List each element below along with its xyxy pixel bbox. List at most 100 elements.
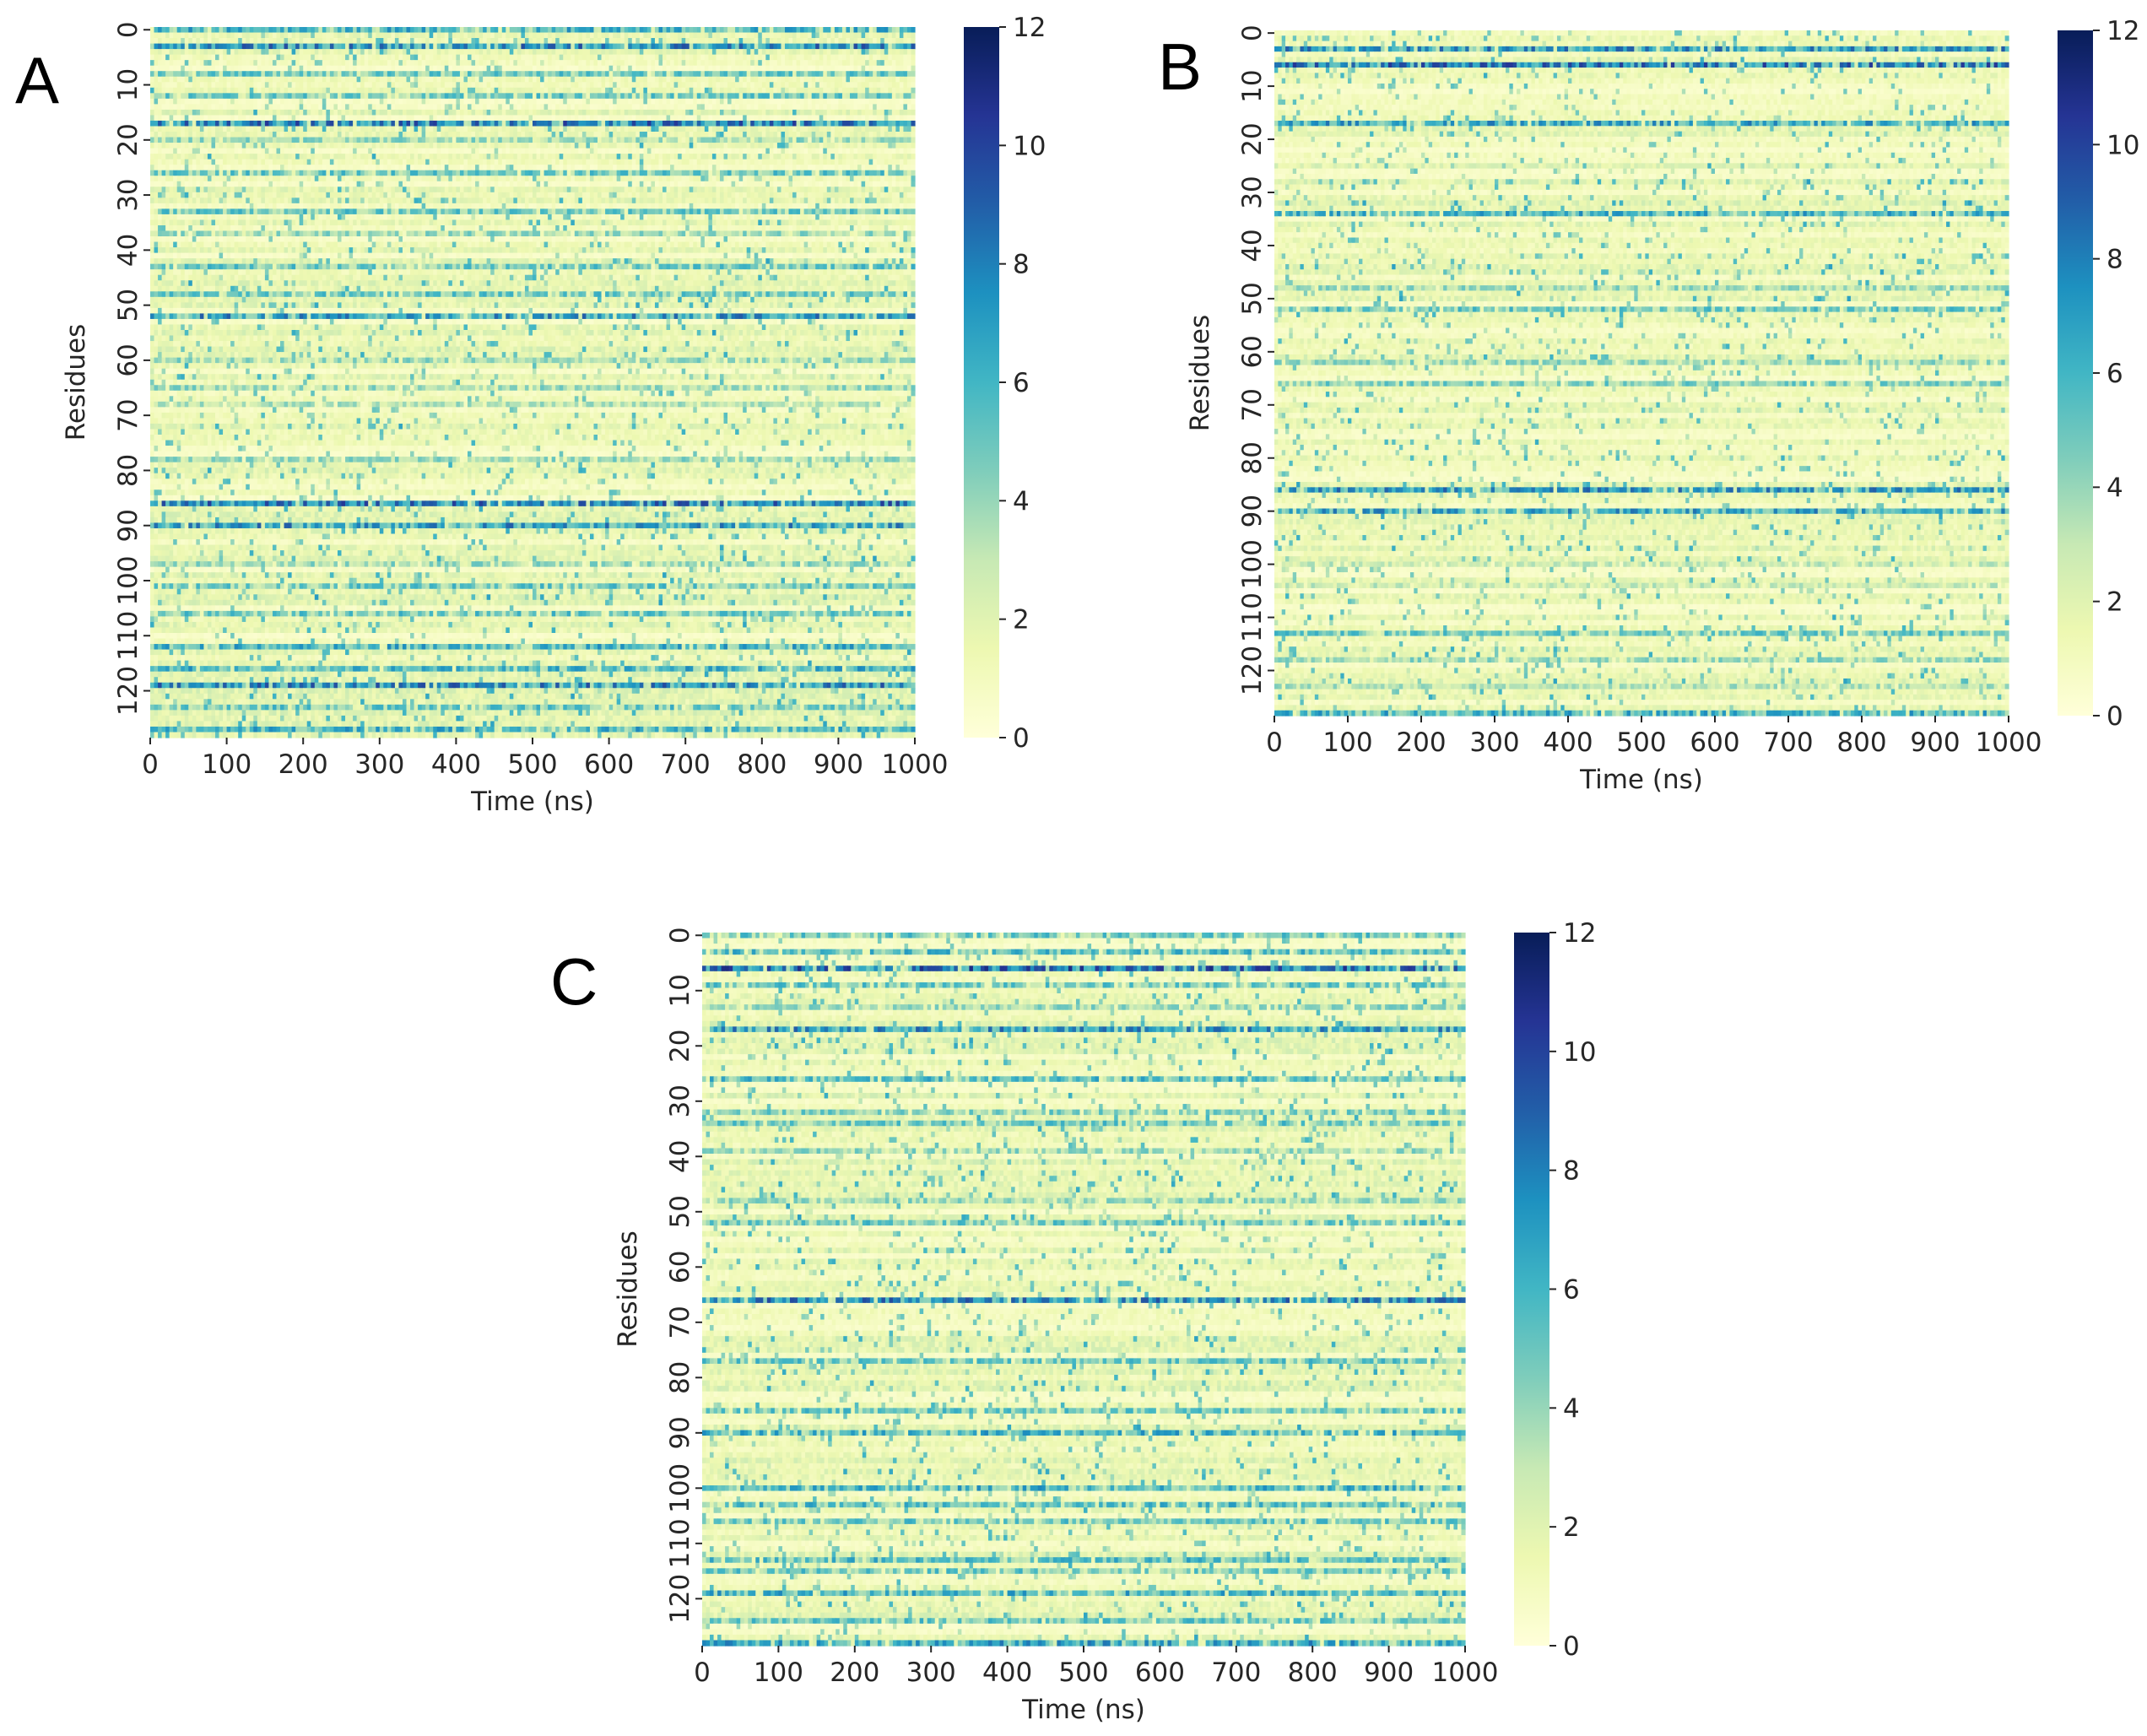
heatmap-cell	[567, 44, 571, 50]
heatmap-cell	[383, 55, 387, 61]
heatmap-cell	[655, 38, 659, 44]
heatmap-cell	[181, 33, 185, 39]
heatmap-cell	[165, 55, 170, 61]
heatmap-cell	[781, 55, 785, 61]
heatmap-cell	[284, 44, 289, 50]
heatmap-cell	[838, 55, 842, 61]
heatmap-cell	[215, 60, 219, 66]
heatmap-cell	[835, 38, 839, 44]
heatmap-cell	[510, 27, 514, 33]
heatmap-cell	[567, 49, 571, 55]
heatmap-cell	[884, 38, 889, 44]
heatmap-cell	[815, 49, 819, 55]
heatmap-cell	[789, 27, 793, 33]
heatmap-cell	[827, 33, 831, 39]
heatmap-cell	[754, 27, 759, 33]
heatmap-cell	[903, 27, 907, 33]
heatmap-cell	[311, 60, 315, 66]
heatmap-cell	[884, 60, 889, 66]
heatmap-cell	[295, 49, 300, 55]
heatmap-cell	[265, 33, 269, 39]
heatmap-cell	[792, 38, 797, 44]
heatmap-cell	[888, 44, 892, 50]
heatmap-cell	[181, 38, 185, 44]
heatmap-cell	[830, 38, 835, 44]
heatmap-cell	[865, 33, 869, 39]
heatmap-cell	[162, 66, 166, 72]
heatmap-cell	[812, 33, 816, 39]
heatmap-cell	[754, 49, 759, 55]
heatmap-cell	[658, 27, 662, 33]
heatmap-cell	[268, 44, 273, 50]
heatmap-cell	[533, 27, 537, 33]
heatmap-cell	[422, 38, 426, 44]
heatmap-cell	[223, 44, 227, 50]
heatmap-cell	[563, 27, 567, 33]
heatmap-cell	[273, 60, 277, 66]
heatmap-cell	[268, 27, 273, 33]
heatmap-cell	[242, 33, 246, 39]
heatmap-cell	[322, 33, 327, 39]
heatmap-cell	[651, 38, 655, 44]
heatmap-cell	[215, 27, 219, 33]
heatmap-cell	[808, 60, 812, 66]
heatmap-cell	[365, 60, 369, 66]
heatmap-cell	[357, 27, 361, 33]
heatmap-cell	[540, 55, 544, 61]
heatmap-cell	[162, 27, 166, 33]
heatmap-cell	[747, 44, 751, 50]
heatmap-cell	[537, 27, 541, 33]
heatmap-cell	[353, 60, 357, 66]
heatmap-cell	[242, 38, 246, 44]
heatmap-cell	[295, 33, 300, 39]
heatmap-cell	[208, 33, 212, 39]
heatmap-cell	[430, 60, 434, 66]
heatmap-cell	[372, 33, 376, 39]
heatmap-cell	[620, 55, 625, 61]
heatmap-cell	[640, 38, 644, 44]
heatmap-cell	[338, 49, 342, 55]
heatmap-cell	[620, 49, 625, 55]
heatmap-cell	[770, 60, 774, 66]
heatmap-cell	[827, 27, 831, 33]
heatmap-cell	[437, 27, 441, 33]
heatmap-cell	[395, 44, 399, 50]
heatmap-cell	[907, 60, 911, 66]
heatmap-cell	[410, 27, 414, 33]
heatmap-cell	[609, 44, 614, 50]
heatmap-cell	[797, 33, 801, 39]
heatmap-cell	[295, 27, 300, 33]
heatmap-cell	[181, 60, 185, 66]
heatmap-cell	[170, 55, 174, 61]
heatmap-cell	[651, 55, 655, 61]
heatmap-cell	[903, 55, 907, 61]
heatmap-cell	[865, 49, 869, 55]
heatmap-cell	[808, 33, 812, 39]
heatmap-cell	[552, 33, 556, 39]
heatmap-cell	[567, 33, 571, 39]
heatmap-cell	[862, 49, 866, 55]
heatmap-cell	[242, 55, 246, 61]
heatmap-cell	[150, 66, 154, 72]
heatmap-cell	[357, 55, 361, 61]
heatmap-cell	[773, 44, 777, 50]
heatmap-cell	[727, 38, 732, 44]
heatmap-cell	[383, 49, 387, 55]
heatmap-cell	[880, 27, 884, 33]
heatmap-cell	[720, 38, 724, 44]
heatmap-cell	[762, 44, 766, 50]
heatmap-cell	[697, 44, 701, 50]
heatmap-cell	[880, 60, 884, 66]
heatmap-cell	[475, 49, 479, 55]
heatmap-cell	[640, 55, 644, 61]
heatmap-cell	[445, 60, 449, 66]
heatmap-cell	[425, 44, 430, 50]
heatmap-cell	[800, 60, 804, 66]
heatmap-cell	[582, 44, 587, 50]
heatmap-cell	[590, 27, 594, 33]
heatmap-cell	[571, 27, 575, 33]
heatmap-cell	[242, 44, 246, 50]
heatmap-cell	[468, 27, 472, 33]
heatmap-cell	[850, 44, 854, 50]
heatmap-cell	[869, 27, 873, 33]
